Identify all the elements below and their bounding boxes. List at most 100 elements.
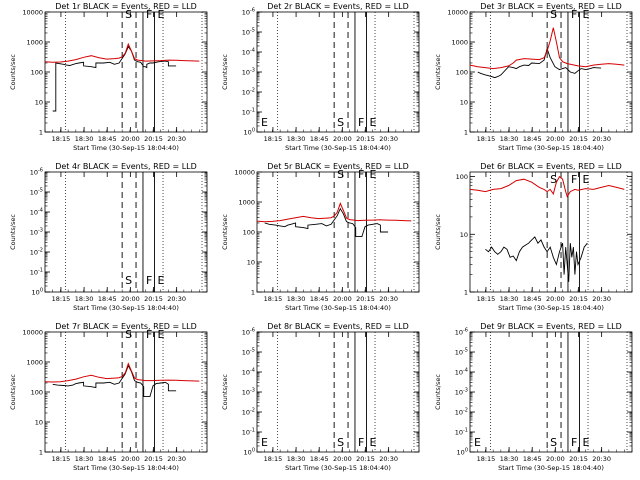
y-tick-label: 10 [247, 259, 255, 267]
x-tick-label: 18:15 [264, 455, 283, 463]
events-series-line [485, 236, 588, 282]
y-tick-label: 100 [243, 229, 255, 237]
y-tick-label: 1000 [451, 39, 468, 47]
plot-frame [44, 331, 208, 453]
events-series-line [52, 45, 177, 112]
chart-panel-8: Det 8r BLACK = Events, RED = LLD 100 10-1 1… [221, 322, 420, 472]
y-axis-label: Counts/sec [434, 214, 442, 250]
y-tick-label: 10 [460, 231, 468, 239]
x-tick-label: 18:15 [264, 135, 283, 143]
y-tick-label: 100 [457, 448, 468, 457]
y-tick-label: 10 [35, 419, 43, 427]
x-tick-label: 20:00 [121, 135, 140, 143]
y-tick-label: 1000 [26, 39, 43, 47]
x-tick-label: 20:15 [569, 455, 588, 463]
y-axis-label: Counts/sec [221, 214, 229, 250]
marker-label-e: E [261, 436, 268, 449]
lld-series-line [44, 362, 200, 383]
x-tick-label: 18:30 [287, 455, 306, 463]
y-tick-label: 10-5 [455, 348, 468, 357]
y-tick-label: 10-2 [242, 408, 255, 417]
y-tick-label: 10000 [22, 329, 43, 337]
chart-panel-2: Det 2r BLACK = Events, RED = LLD 100 10-1 1… [221, 2, 420, 152]
x-tick-label: 20:00 [546, 455, 565, 463]
x-axis-label: Start Time (30-Sep-15 18:04:40) [285, 144, 391, 152]
x-tick-label: 18:30 [500, 135, 519, 143]
x-tick-label: 18:45 [523, 455, 542, 463]
marker-label-f: F [571, 436, 577, 449]
y-tick-label: 10-3 [242, 68, 255, 77]
x-axis-label: Start Time (30-Sep-15 18:04:40) [73, 144, 179, 152]
x-tick-label: 18:30 [500, 295, 519, 303]
marker-label-s: S [125, 8, 132, 21]
plot-frame [44, 11, 208, 133]
y-tick-label: 100 [456, 173, 468, 181]
marker-label-f: F [146, 274, 152, 287]
plot-frame [256, 11, 420, 133]
x-tick-label: 18:15 [477, 135, 496, 143]
y-tick-label: 100 [32, 288, 43, 297]
x-tick-label: 18:15 [52, 455, 71, 463]
y-tick-label: 10-5 [242, 348, 255, 357]
y-axis-label: Counts/sec [434, 374, 442, 410]
marker-label-s: S [337, 168, 344, 181]
y-tick-label: 10-5 [30, 188, 43, 197]
x-tick-label: 18:30 [287, 295, 306, 303]
x-tick-label: 20:30 [379, 455, 398, 463]
y-tick-label: 100 [31, 389, 43, 397]
marker-label-e: E [583, 173, 590, 186]
x-tick-label: 20:15 [569, 135, 588, 143]
plot-frame [469, 331, 633, 453]
marker-label-e: E [158, 274, 165, 287]
x-tick-label: 18:30 [500, 455, 519, 463]
y-tick-label: 100 [244, 128, 255, 137]
x-tick-label: 18:45 [310, 295, 329, 303]
marker-label-e: E [583, 436, 590, 449]
marker-label-e: E [370, 436, 377, 449]
y-tick-label: 10-2 [455, 408, 468, 417]
x-tick-label: 18:15 [52, 295, 71, 303]
y-axis-label: Counts/sec [9, 54, 17, 90]
events-series-line [52, 364, 177, 398]
lld-series-line [469, 27, 625, 70]
chart-title: Det 8r BLACK = Events, RED = LLD [267, 322, 409, 331]
y-tick-label: 10-6 [242, 8, 255, 17]
x-tick-label: 20:30 [167, 135, 186, 143]
y-tick-label: 10 [460, 99, 468, 107]
x-tick-label: 20:15 [356, 135, 375, 143]
x-tick-label: 18:45 [98, 455, 117, 463]
chart-panel-6: Det 6r BLACK = Events, RED = LLD 1 10 100 Co… [434, 162, 633, 312]
marker-label-e: E [158, 328, 165, 341]
chart-title: Det 4r BLACK = Events, RED = LLD [55, 162, 197, 171]
y-tick-label: 10-3 [30, 228, 43, 237]
y-tick-label: 10-4 [455, 368, 468, 377]
marker-label-f: F [571, 173, 577, 186]
x-tick-label: 18:45 [310, 455, 329, 463]
marker-label-s: S [550, 8, 557, 21]
chart-title: Det 7r BLACK = Events, RED = LLD [55, 322, 197, 331]
x-tick-label: 18:30 [75, 135, 94, 143]
y-tick-label: 1000 [238, 199, 255, 207]
x-tick-label: 18:15 [477, 295, 496, 303]
marker-label-e: E [583, 8, 590, 21]
x-tick-label: 18:30 [287, 135, 306, 143]
marker-label-s: S [337, 116, 344, 129]
chart-title: Det 5r BLACK = Events, RED = LLD [267, 162, 409, 171]
lld-series-line [256, 202, 412, 223]
x-tick-label: 18:15 [477, 455, 496, 463]
x-tick-label: 18:30 [75, 455, 94, 463]
y-tick-label: 10000 [22, 9, 43, 17]
x-tick-label: 20:30 [592, 135, 611, 143]
x-axis-label: Start Time (30-Sep-15 18:04:40) [285, 464, 391, 472]
marker-label-f: F [146, 328, 152, 341]
marker-label-s: S [550, 173, 557, 186]
y-tick-label: 10-2 [30, 248, 43, 257]
x-tick-label: 20:30 [592, 455, 611, 463]
y-tick-label: 10000 [234, 169, 255, 177]
x-tick-label: 20:15 [569, 295, 588, 303]
y-tick-label: 10-1 [455, 428, 468, 437]
marker-label-s: S [337, 436, 344, 449]
y-tick-label: 10-3 [455, 388, 468, 397]
y-tick-label: 10-3 [242, 388, 255, 397]
marker-label-e: E [370, 116, 377, 129]
